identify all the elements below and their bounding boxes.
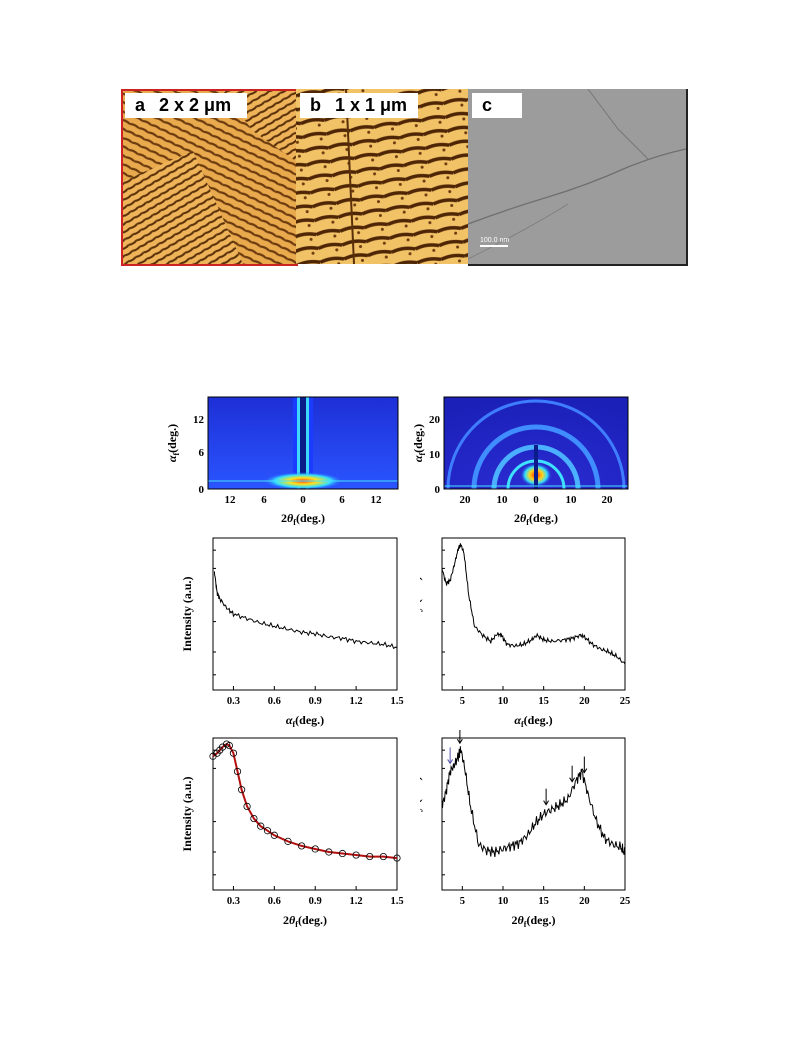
x-tick-label: 1.5 xyxy=(390,896,403,907)
x-tick-label: 0.3 xyxy=(227,896,240,907)
svg-text:12: 12 xyxy=(225,494,237,506)
gisaxs-left-xlabel: 2θf(deg.) xyxy=(281,511,325,527)
x-tick-label: 20 xyxy=(579,696,590,707)
x-axis-label: αf(deg.) xyxy=(286,713,324,729)
svg-text:6: 6 xyxy=(199,447,205,459)
svg-text:0: 0 xyxy=(533,494,539,506)
y-axis-label: Intensity (a.u.) xyxy=(420,576,423,651)
svg-text:10: 10 xyxy=(566,494,578,506)
x-tick-label: 0.9 xyxy=(309,896,322,907)
svg-text:0: 0 xyxy=(199,484,205,496)
gisaxs-left-ylabel: αf(deg.) xyxy=(165,424,181,462)
gisaxs-right-xlabel: 2θf(deg.) xyxy=(514,511,558,527)
peak-arrow xyxy=(543,788,550,806)
series-line xyxy=(441,746,626,858)
svg-text:20: 20 xyxy=(429,414,441,426)
data-point xyxy=(352,851,360,859)
panel-label-c: c xyxy=(472,93,522,118)
afm-image-a xyxy=(123,91,296,264)
svg-text:20: 20 xyxy=(460,494,472,506)
tem-scalebar: 100.0 nm xyxy=(480,237,509,247)
svg-text:6: 6 xyxy=(339,494,345,506)
x-tick-label: 5 xyxy=(460,896,465,907)
svg-text:6: 6 xyxy=(261,494,267,506)
plot-bottom-left: 0.3 0.6 0.9 1.2 1.5 Intensity (a.u.) 2θf(deg.) xyxy=(180,737,404,929)
x-axis-label: 2θf(deg.) xyxy=(283,913,327,929)
y-axis-label: Intensity (a.u.) xyxy=(180,576,194,651)
plot-middle-left: 0.3 0.6 0.9 1.2 1.5 Intensity (a.u.) αf(deg.) xyxy=(180,537,404,729)
plot-frame xyxy=(212,537,398,691)
tem-image-c xyxy=(468,89,686,264)
peak-arrow xyxy=(447,747,454,765)
x-tick-label: 25 xyxy=(620,696,631,707)
afm-image-b xyxy=(296,89,468,264)
x-axis-label: αf(deg.) xyxy=(514,713,552,729)
svg-text:10: 10 xyxy=(497,494,509,506)
svg-text:10: 10 xyxy=(429,449,441,461)
data-point xyxy=(233,767,242,776)
data-point xyxy=(284,837,292,845)
plot-middle-right: 5 10 15 20 25 Intensity (a.u.) αf(deg.) xyxy=(420,537,631,729)
x-tick-label: 1.2 xyxy=(350,696,363,707)
data-point xyxy=(263,827,272,835)
data-point xyxy=(243,802,251,811)
data-point xyxy=(393,854,401,862)
data-point xyxy=(379,852,387,861)
svg-text:12: 12 xyxy=(371,494,383,506)
svg-text:20: 20 xyxy=(602,494,614,506)
x-tick-label: 25 xyxy=(620,896,631,907)
plot-frame xyxy=(212,737,398,891)
peak-arrow xyxy=(456,730,463,745)
fit-line xyxy=(212,742,398,860)
x-tick-label: 15 xyxy=(538,696,549,707)
data-point xyxy=(338,849,347,858)
gisaxs-left-xticks: 12 6 0 6 12 xyxy=(225,494,383,506)
svg-text:12: 12 xyxy=(193,414,205,426)
x-tick-label: 1.2 xyxy=(350,896,363,907)
x-tick-label: 0.3 xyxy=(227,696,240,707)
x-tick-label: 1.5 xyxy=(390,696,403,707)
data-point xyxy=(229,749,238,757)
svg-text:0: 0 xyxy=(300,494,306,506)
series-line xyxy=(441,543,626,665)
data-point xyxy=(250,814,258,823)
gisaxs-left-yticks: 12 6 0 xyxy=(193,414,205,496)
svg-text:0: 0 xyxy=(435,484,441,496)
gisaxs-right-ylabel: αf(deg.) xyxy=(411,424,427,462)
y-axis-label: Intensity (a.u.) xyxy=(420,776,423,851)
data-point xyxy=(311,845,319,853)
x-tick-label: 0.6 xyxy=(268,896,281,907)
data-point xyxy=(270,831,278,839)
tem-panel-c: c 100.0 nm xyxy=(468,89,688,266)
x-tick-label: 10 xyxy=(498,696,509,707)
plot-frame xyxy=(441,537,626,691)
x-axis-label: 2θf(deg.) xyxy=(512,913,556,929)
x-tick-label: 5 xyxy=(460,696,465,707)
gisaxs-right-xticks: 20 10 0 10 20 xyxy=(460,494,614,506)
x-tick-label: 0.6 xyxy=(268,696,281,707)
plot-bottom-right: 5 10 15 20 25 Intensity (a.u.) 2θf(deg.) xyxy=(420,730,631,929)
x-tick-label: 0.9 xyxy=(309,696,322,707)
gisaxs-right-yticks: 20 10 0 xyxy=(429,414,441,496)
series-line xyxy=(213,571,398,650)
gisaxs-right: 20 10 0 20 10 0 10 20 2θf(deg.) αf(deg.) xyxy=(411,396,629,527)
data-point xyxy=(238,786,246,794)
x-tick-label: 10 xyxy=(498,896,509,907)
data-point xyxy=(366,852,374,861)
peak-arrow xyxy=(581,756,588,774)
x-tick-label: 20 xyxy=(579,896,590,907)
data-point xyxy=(325,848,333,856)
data-point xyxy=(297,842,306,850)
plot-frame xyxy=(441,737,626,891)
x-tick-label: 15 xyxy=(538,896,549,907)
data-point xyxy=(257,822,265,830)
peak-arrow xyxy=(569,765,576,783)
data-point xyxy=(225,742,233,750)
y-axis-label: Intensity (a.u.) xyxy=(180,776,194,851)
gisaxs-left: 12 6 0 12 6 0 6 12 2θf(deg.) αf(deg.) xyxy=(165,396,399,527)
